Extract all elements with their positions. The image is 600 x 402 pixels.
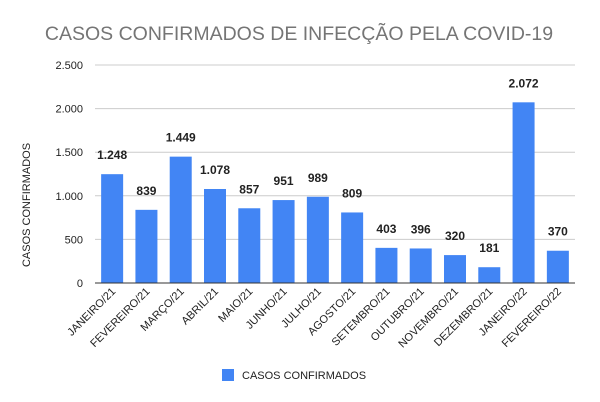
- bar: [204, 188, 226, 283]
- legend-label: CASOS CONFIRMADOS: [242, 370, 366, 382]
- data-label: 1.449: [166, 131, 196, 145]
- bar: [306, 196, 329, 283]
- x-tick-label: ABRIL/21: [179, 286, 221, 328]
- data-label: 809: [342, 186, 362, 200]
- data-label: 370: [548, 225, 568, 239]
- legend: CASOS CONFIRMADOS: [222, 369, 366, 382]
- data-label: 989: [308, 171, 328, 185]
- bar: [375, 247, 398, 283]
- data-label: 1.078: [200, 163, 230, 177]
- y-tick-label: 1.000: [55, 191, 83, 203]
- data-label: 839: [136, 184, 156, 198]
- y-axis-label: CASOS CONFIRMADOS: [21, 143, 33, 267]
- legend-swatch: [222, 369, 234, 381]
- data-label: 403: [376, 222, 396, 236]
- bar: [409, 248, 432, 283]
- bar: [478, 267, 501, 283]
- data-label: 396: [411, 222, 431, 236]
- y-tick-label: 0: [77, 278, 83, 290]
- x-tick-label: FEVEREIRO/22: [500, 286, 564, 350]
- bar: [272, 200, 295, 283]
- data-label: 2.072: [509, 76, 539, 90]
- x-tick-label: NOVEMBRO/21: [396, 286, 461, 351]
- data-label: 320: [445, 229, 465, 243]
- y-axis-ticks: 0 500 1.000 1.500 2.000 2.500: [55, 60, 83, 290]
- data-label: 181: [479, 241, 499, 255]
- bar: [512, 102, 535, 284]
- x-tick-label: FEVEREIRO/21: [88, 286, 152, 350]
- bar: [444, 255, 466, 283]
- bar: [341, 212, 364, 283]
- data-labels: 1.248 839 1.449 1.078 857 951 989 809 403 396 320 1…: [97, 76, 568, 255]
- data-label: 951: [274, 174, 294, 188]
- chart-title: CASOS CONFIRMADOS DE INFECÇÃO PELA COVID…: [45, 21, 553, 45]
- bar: [135, 209, 158, 283]
- bar: [238, 208, 261, 283]
- bar: [546, 250, 569, 283]
- bar: [169, 156, 192, 283]
- data-label: 1.248: [97, 148, 127, 162]
- bars: [101, 102, 569, 284]
- x-axis-ticks: JANEIRO/21FEVEREIRO/21MARÇO/21ABRIL/21MA…: [65, 286, 564, 351]
- y-tick-label: 2.500: [55, 60, 83, 72]
- data-label: 857: [239, 182, 259, 196]
- x-tick-label: DEZEMBRO/21: [432, 286, 495, 349]
- bar: [101, 174, 124, 283]
- y-tick-label: 1.500: [55, 147, 83, 159]
- y-tick-label: 500: [65, 234, 83, 246]
- gridlines: [95, 64, 575, 240]
- y-tick-label: 2.000: [55, 104, 83, 116]
